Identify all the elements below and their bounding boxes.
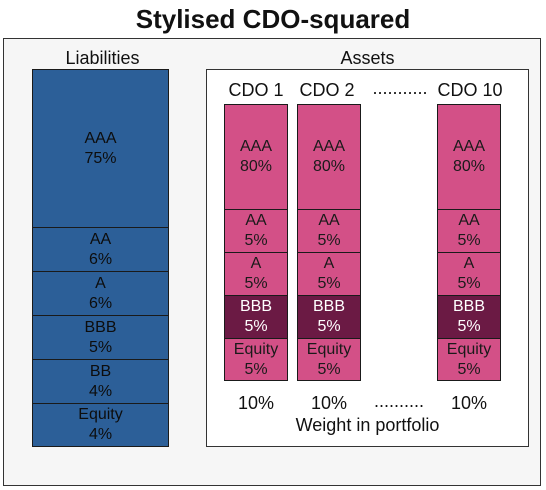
tranche-name: Equity bbox=[446, 340, 492, 358]
asset-tranche-aaa: AAA 80% bbox=[224, 104, 288, 210]
liability-tranche-aa: AA 6% bbox=[32, 227, 169, 272]
tranche-name: A bbox=[250, 255, 262, 272]
asset-tranche-a: A 5% bbox=[297, 252, 361, 296]
cdo-1-weight: 10% bbox=[237, 393, 275, 413]
liability-tranche-aaa: AAA 75% bbox=[32, 69, 169, 228]
cdo-2-label: CDO 2 bbox=[299, 80, 355, 100]
liabilities-stack: AAA 75% AA 6% A 6% BBB 5% BB 4% Equity 4… bbox=[32, 69, 169, 447]
tranche-name: AA bbox=[245, 212, 267, 229]
tranche-pct: 5% bbox=[317, 232, 341, 249]
tranche-pct: 6% bbox=[88, 294, 113, 312]
asset-tranche-a: A 5% bbox=[224, 252, 288, 296]
tranche-pct: 4% bbox=[88, 426, 113, 443]
tranche-name: AAA bbox=[312, 138, 345, 155]
tranche-name: AA bbox=[458, 212, 480, 229]
asset-tranche-a: A 5% bbox=[437, 252, 501, 296]
tranche-pct: 80% bbox=[452, 158, 486, 175]
cdo-1-stack: AAA 80% AA 5% A 5% BBB 5% Equity 5% bbox=[224, 104, 288, 381]
tranche-pct: 5% bbox=[244, 360, 268, 378]
tranche-name: Equity bbox=[306, 340, 352, 358]
tranche-pct: 5% bbox=[317, 318, 341, 335]
weight-caption: Weight in portfolio bbox=[295, 415, 440, 435]
tranche-pct: 5% bbox=[244, 232, 268, 249]
cdo-2-stack: AAA 80% AA 5% A 5% BBB 5% Equity 5% bbox=[297, 104, 361, 381]
asset-tranche-aaa: AAA 80% bbox=[297, 104, 361, 210]
liability-tranche-a: A 6% bbox=[32, 271, 169, 316]
liability-tranche-equity: Equity 4% bbox=[32, 403, 169, 447]
tranche-pct: 5% bbox=[88, 338, 113, 356]
asset-tranche-equity: Equity 5% bbox=[297, 338, 361, 381]
tranche-pct: 80% bbox=[312, 158, 346, 175]
tranche-name: AA bbox=[318, 212, 340, 229]
tranche-pct: 5% bbox=[244, 275, 268, 292]
asset-tranche-aaa: AAA 80% bbox=[437, 104, 501, 210]
tranche-pct: 5% bbox=[457, 275, 481, 292]
tranche-name: A bbox=[463, 255, 475, 272]
tranche-pct: 5% bbox=[317, 360, 341, 378]
tranche-pct: 5% bbox=[244, 318, 268, 335]
weight-ellipsis: .......... bbox=[373, 391, 424, 411]
liability-tranche-bb: BB 4% bbox=[32, 359, 169, 404]
tranche-name: Equity bbox=[233, 340, 279, 358]
tranche-name: AAA bbox=[452, 138, 485, 155]
asset-tranche-bbb: BBB 5% bbox=[437, 295, 501, 339]
tranche-pct: 5% bbox=[457, 360, 481, 378]
cdo-10-label: CDO 10 bbox=[437, 80, 503, 100]
tranche-pct: 6% bbox=[88, 250, 113, 268]
asset-tranche-bbb: BBB 5% bbox=[297, 295, 361, 339]
tranche-pct: 5% bbox=[317, 275, 341, 292]
header-ellipsis: ........... bbox=[372, 78, 428, 98]
tranche-name: A bbox=[323, 255, 335, 272]
liability-tranche-bbb: BBB 5% bbox=[32, 315, 169, 360]
tranche-name: BBB bbox=[312, 298, 345, 315]
diagram-title: Stylised CDO-squared bbox=[135, 4, 411, 34]
tranche-name: AA bbox=[89, 230, 112, 248]
liabilities-heading: Liabilities bbox=[65, 48, 140, 68]
tranche-pct: 80% bbox=[239, 158, 273, 175]
cdo-2-weight: 10% bbox=[310, 393, 348, 413]
cdo-10-weight: 10% bbox=[450, 393, 488, 413]
tranche-name: A bbox=[95, 274, 106, 292]
tranche-name: BBB bbox=[452, 298, 485, 315]
asset-tranche-aa: AA 5% bbox=[437, 209, 501, 253]
tranche-pct: 5% bbox=[457, 232, 481, 249]
tranche-pct: 4% bbox=[88, 382, 113, 400]
tranche-name: AAA bbox=[84, 129, 117, 147]
tranche-pct: 75% bbox=[84, 149, 117, 167]
tranche-name: BBB bbox=[84, 318, 117, 336]
tranche-name: BBB bbox=[239, 298, 272, 315]
asset-tranche-equity: Equity 5% bbox=[437, 338, 501, 381]
cdo-1-label: CDO 1 bbox=[228, 80, 284, 100]
tranche-pct: 5% bbox=[457, 318, 481, 335]
assets-heading: Assets bbox=[340, 48, 395, 68]
cdo-10-stack: AAA 80% AA 5% A 5% BBB 5% Equity 5% bbox=[437, 104, 501, 381]
asset-tranche-equity: Equity 5% bbox=[224, 338, 288, 381]
tranche-name: AAA bbox=[239, 138, 272, 155]
tranche-name: Equity bbox=[78, 406, 123, 423]
tranche-name: BB bbox=[89, 362, 112, 380]
asset-tranche-bbb: BBB 5% bbox=[224, 295, 288, 339]
asset-tranche-aa: AA 5% bbox=[297, 209, 361, 253]
asset-tranche-aa: AA 5% bbox=[224, 209, 288, 253]
